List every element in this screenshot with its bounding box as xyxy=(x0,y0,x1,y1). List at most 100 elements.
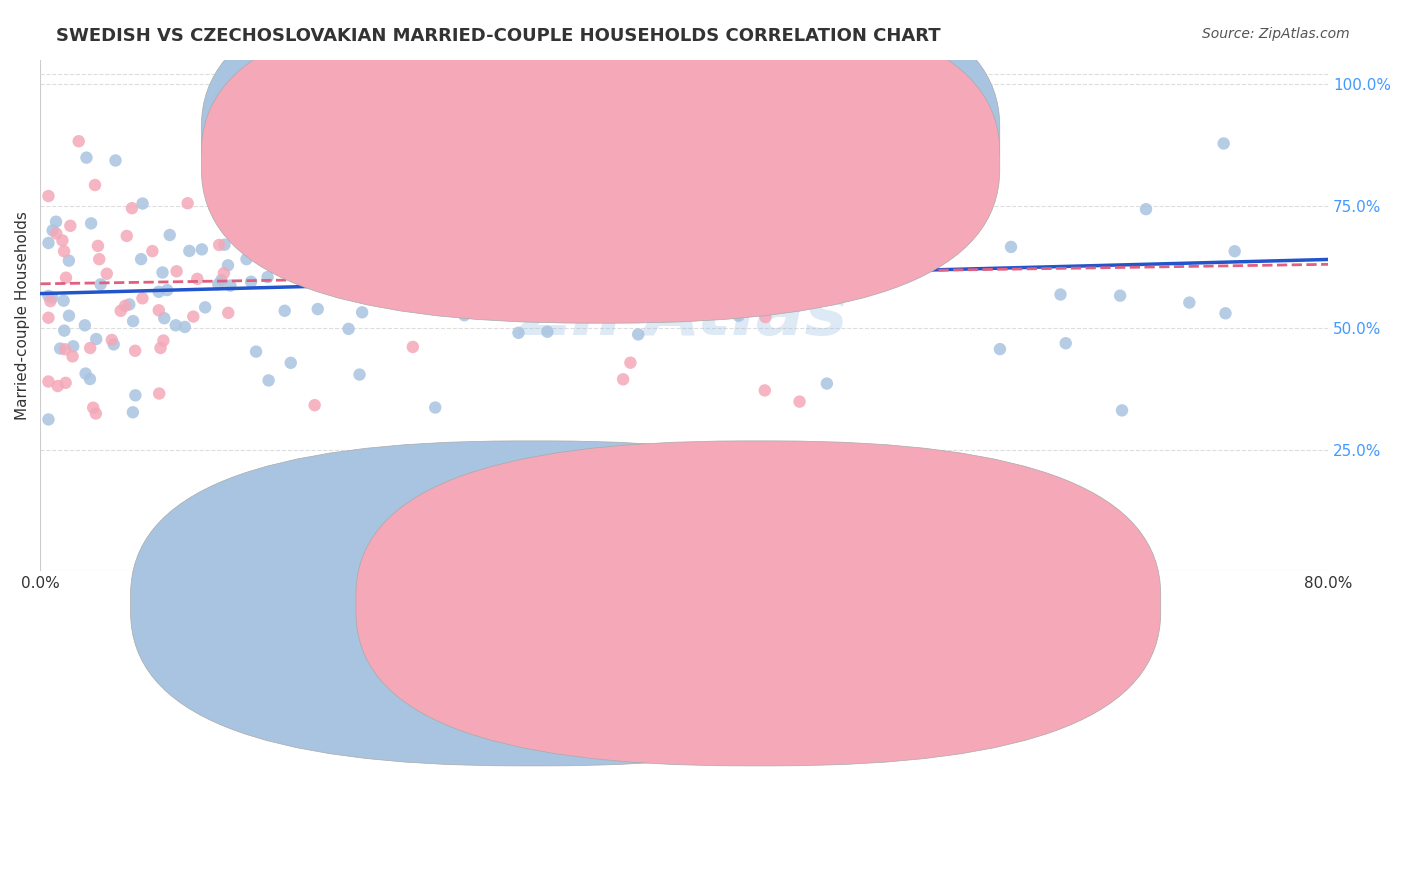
FancyBboxPatch shape xyxy=(201,0,1000,323)
Swedes xyxy=(76,151,98,165)
Swedes xyxy=(520,212,543,227)
Swedes xyxy=(231,212,253,227)
Czechoslovakians xyxy=(166,264,188,278)
Czechoslovakians xyxy=(486,203,509,218)
Swedes xyxy=(807,252,830,267)
FancyBboxPatch shape xyxy=(581,121,917,183)
Text: Czechoslovakians: Czechoslovakians xyxy=(745,602,882,617)
Swedes xyxy=(173,320,195,334)
Swedes xyxy=(41,223,63,237)
Swedes xyxy=(129,252,152,267)
Czechoslovakians xyxy=(759,210,782,224)
Czechoslovakians xyxy=(152,334,174,348)
Czechoslovakians xyxy=(124,343,146,358)
Swedes xyxy=(592,285,614,299)
Swedes xyxy=(749,248,772,262)
Czechoslovakians xyxy=(39,294,62,309)
Swedes xyxy=(443,301,465,315)
Czechoslovakians xyxy=(82,401,104,415)
Czechoslovakians xyxy=(62,350,84,364)
Swedes xyxy=(53,324,76,338)
FancyBboxPatch shape xyxy=(356,441,1161,766)
Czechoslovakians xyxy=(658,207,681,221)
Czechoslovakians xyxy=(208,238,231,252)
Czechoslovakians xyxy=(37,310,59,325)
Swedes xyxy=(824,260,846,275)
Czechoslovakians xyxy=(703,153,725,167)
Swedes xyxy=(103,337,125,351)
Swedes xyxy=(245,344,267,359)
Swedes xyxy=(815,376,838,391)
Swedes xyxy=(1054,336,1077,351)
Text: SWEDISH VS CZECHOSLOVAKIAN MARRIED-COUPLE HOUSEHOLDS CORRELATION CHART: SWEDISH VS CZECHOSLOVAKIAN MARRIED-COUPL… xyxy=(56,27,941,45)
Swedes xyxy=(773,245,796,260)
Czechoslovakians xyxy=(115,228,138,243)
Swedes xyxy=(240,275,263,289)
Swedes xyxy=(553,256,575,270)
Swedes xyxy=(153,311,176,326)
Czechoslovakians xyxy=(101,333,124,347)
Czechoslovakians xyxy=(110,303,132,318)
Text: R =: R = xyxy=(620,152,648,167)
Text: 0.084: 0.084 xyxy=(678,152,725,167)
Czechoslovakians xyxy=(55,270,77,285)
Czechoslovakians xyxy=(53,244,76,259)
Swedes xyxy=(1178,295,1201,310)
Swedes xyxy=(191,243,214,257)
Swedes xyxy=(425,401,447,415)
Text: N =: N = xyxy=(768,127,797,141)
Swedes xyxy=(84,332,107,346)
Swedes xyxy=(546,252,568,266)
Czechoslovakians xyxy=(148,303,170,318)
Swedes xyxy=(257,373,280,387)
Czechoslovakians xyxy=(465,163,488,178)
Swedes xyxy=(709,235,731,250)
Czechoslovakians xyxy=(84,407,107,421)
Swedes xyxy=(564,253,586,268)
Czechoslovakians xyxy=(270,205,292,219)
Swedes xyxy=(651,274,673,288)
Swedes xyxy=(104,153,127,168)
Swedes xyxy=(179,244,201,258)
Czechoslovakians xyxy=(59,219,82,233)
Czechoslovakians xyxy=(553,246,575,260)
Swedes xyxy=(118,297,141,311)
Swedes xyxy=(219,278,242,293)
Swedes xyxy=(727,309,749,323)
Swedes xyxy=(217,258,239,272)
Swedes xyxy=(337,322,360,336)
Swedes xyxy=(194,301,217,315)
Swedes xyxy=(988,342,1011,356)
Swedes xyxy=(124,388,146,402)
Swedes xyxy=(62,339,84,353)
Swedes xyxy=(464,249,486,263)
FancyBboxPatch shape xyxy=(131,441,935,766)
Swedes xyxy=(159,227,181,242)
Czechoslovakians xyxy=(644,301,666,315)
Swedes xyxy=(58,253,80,268)
Czechoslovakians xyxy=(37,189,59,203)
Swedes xyxy=(782,242,804,256)
Swedes xyxy=(58,309,80,323)
Text: Swedes: Swedes xyxy=(551,602,610,617)
Swedes xyxy=(273,303,295,318)
Swedes xyxy=(37,412,59,426)
Swedes xyxy=(668,186,690,200)
Czechoslovakians xyxy=(723,187,745,202)
Czechoslovakians xyxy=(523,274,546,288)
Swedes xyxy=(45,215,67,229)
Text: N =: N = xyxy=(768,152,797,167)
Swedes xyxy=(640,455,662,469)
Swedes xyxy=(165,318,187,333)
Swedes xyxy=(600,166,623,180)
Text: R =: R = xyxy=(620,127,648,141)
Swedes xyxy=(510,281,533,295)
Czechoslovakians xyxy=(141,244,163,259)
Czechoslovakians xyxy=(212,266,235,280)
Swedes xyxy=(352,305,374,319)
Czechoslovakians xyxy=(623,211,645,225)
Swedes xyxy=(52,293,75,308)
Czechoslovakians xyxy=(149,341,172,355)
Swedes xyxy=(1109,288,1132,302)
Swedes xyxy=(627,327,650,342)
